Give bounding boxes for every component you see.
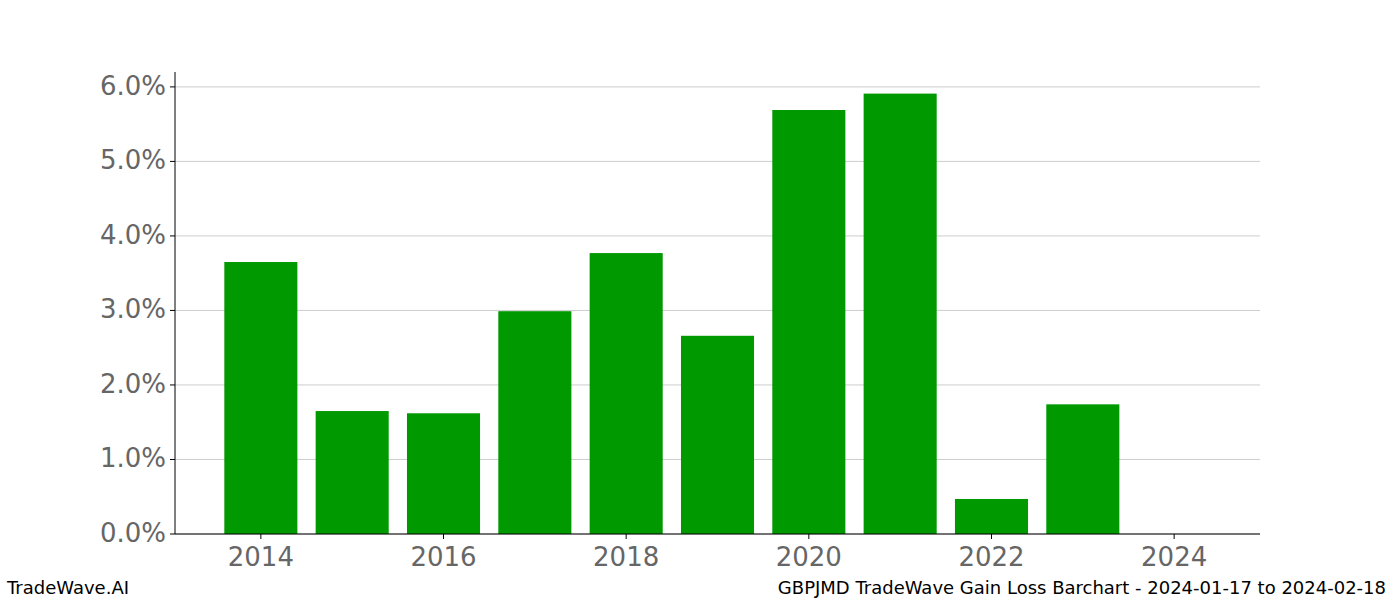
grid-line (175, 534, 1260, 535)
x-tick (1174, 534, 1175, 539)
bars (224, 94, 1119, 534)
x-tick-label: 2024 (1141, 542, 1207, 572)
x-tick-label: 2014 (228, 542, 294, 572)
y-tick-label: 2.0% (100, 369, 166, 399)
y-tick (170, 310, 175, 311)
grid-line (175, 310, 1260, 311)
x-axis-line (175, 534, 1260, 535)
x-tick-label: 2020 (776, 542, 842, 572)
bar (1046, 404, 1119, 534)
x-tick-label: 2022 (958, 542, 1024, 572)
y-tick-label: 3.0% (100, 294, 166, 324)
y-tick-label: 5.0% (100, 145, 166, 175)
x-tick-label: 2018 (593, 542, 659, 572)
x-tick (808, 534, 809, 539)
bar (590, 253, 663, 534)
bar (407, 413, 480, 534)
source: TradeWave.AI (6, 577, 129, 598)
y-tick-label: 0.0% (100, 518, 166, 548)
y-tick-label: 1.0% (100, 443, 166, 473)
grid-line (175, 235, 1260, 236)
bar (316, 411, 389, 534)
bar (498, 311, 571, 534)
y-tick (170, 235, 175, 236)
grid-line (175, 86, 1260, 87)
bar (224, 262, 297, 534)
bar (772, 110, 845, 534)
bar (681, 336, 754, 534)
y-tick (170, 161, 175, 162)
chart: 0.0% 1.0% 2.0% 3.0% 4.0% 5.0% 6.0% 2014 2016 2018… (0, 0, 1400, 600)
y-tick (170, 534, 175, 535)
x-tick-label: 2016 (410, 542, 476, 572)
bar (955, 499, 1028, 534)
y-axis-line (175, 72, 176, 534)
grid-line (175, 161, 1260, 162)
y-tick-label: 4.0% (100, 220, 166, 250)
x-tick (626, 534, 627, 539)
x-tick (260, 534, 261, 539)
y-tick (170, 459, 175, 460)
title: GBPJMD TradeWave Gain Loss Barchart - 20… (778, 577, 1386, 598)
x-tick (991, 534, 992, 539)
x-tick (443, 534, 444, 539)
bar (864, 94, 937, 534)
y-tick-label: 6.0% (100, 71, 166, 101)
y-tick (170, 384, 175, 385)
y-tick (170, 86, 175, 87)
